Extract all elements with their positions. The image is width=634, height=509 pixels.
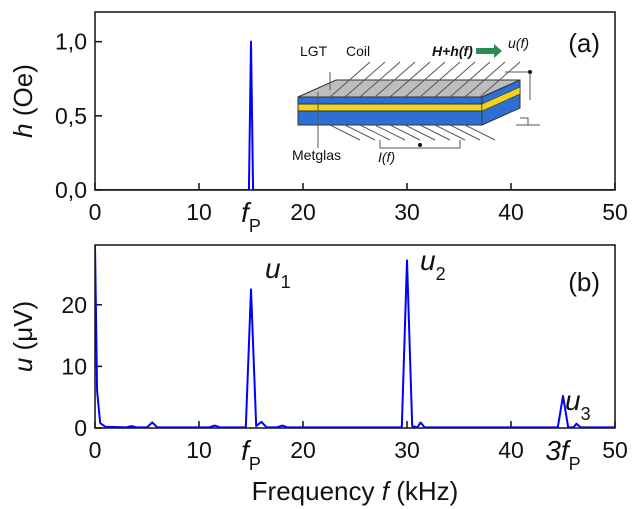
x-tick-label: 40 (498, 437, 524, 463)
y-tick-label: 0 (74, 415, 87, 441)
peak-symbol: u (420, 245, 436, 276)
annotation-sub: P (249, 216, 261, 236)
x-tick-label: 50 (602, 437, 628, 463)
panel: 0 10 20 30 40 50 0,0 0,5 1,0 h (Oe) (a) fP LGT Coil H+… (8, 11, 628, 236)
x-tick-label: 10 (186, 199, 212, 225)
x-axis-label: Frequency f (kHz) (252, 476, 459, 506)
y-label-symbol: h (8, 123, 38, 137)
peak-sub: 3 (581, 404, 591, 424)
y-label-symbol: u (8, 358, 38, 372)
annotation-sub: P (249, 454, 261, 474)
annotation-symbol: 3f (545, 435, 572, 466)
inset-schematic (297, 44, 540, 149)
y-tick-label: 1,0 (55, 29, 87, 55)
annotation-symbol: f (241, 197, 252, 228)
inset-label: LGT (300, 43, 328, 59)
data-group (95, 40, 615, 190)
inset-label: H+h(f) (432, 43, 473, 59)
peak-label: u1 (265, 253, 291, 292)
peak-sub: 2 (436, 264, 446, 284)
inset-label: Coil (346, 43, 370, 59)
panel-label: (a) (568, 28, 600, 58)
x-annotation: 3fP (545, 435, 580, 474)
data-group (95, 244, 615, 428)
y-tick-label: 10 (61, 353, 87, 379)
y-tick-label: 20 (61, 292, 87, 318)
inset-label: Metglas (292, 147, 341, 163)
x-label-text: Frequency (252, 476, 375, 506)
x-tick-label: 30 (394, 199, 420, 225)
x-tick-label: 40 (498, 199, 524, 225)
y-label-space (8, 350, 38, 357)
x-tick-label: 0 (89, 437, 102, 463)
x-tick-label: 20 (290, 437, 316, 463)
peak-symbol: u (265, 253, 281, 284)
y-tick-label: 0,5 (55, 103, 87, 129)
peak-sub: 1 (281, 272, 291, 292)
y-tick-label: 0,0 (55, 177, 87, 203)
peak-symbol: u (565, 385, 581, 416)
x-tick-label: 50 (602, 199, 628, 225)
x-tick-label: 30 (394, 437, 420, 463)
data-line (95, 40, 615, 190)
y-label-unit: (μV) (8, 301, 38, 351)
y-axis-label: h (Oe) (8, 64, 38, 138)
data-line (95, 244, 615, 428)
x-label-space (375, 476, 382, 506)
x-annotation: fP (241, 197, 261, 236)
x-label-space (389, 476, 396, 506)
peak-label: u2 (420, 245, 446, 284)
peak-label: u3 (565, 385, 591, 424)
inset-label: u(f) (508, 35, 529, 51)
panel-label: (b) (568, 267, 600, 297)
y-axis-label: u (μV) (8, 301, 38, 372)
x-tick-label: 0 (89, 199, 102, 225)
x-label-symbol: f (382, 476, 392, 506)
y-label-space (8, 116, 38, 123)
plot-frame (94, 244, 616, 429)
y-label-unit: (Oe) (8, 64, 38, 116)
x-label-unit: (kHz) (396, 476, 458, 506)
annotation-sub: P (569, 454, 581, 474)
x-annotation: fP (241, 435, 261, 474)
x-tick-label: 10 (186, 437, 212, 463)
annotation-symbol: f (241, 435, 252, 466)
inset-label: I(f) (378, 149, 395, 165)
x-tick-label: 20 (290, 199, 316, 225)
